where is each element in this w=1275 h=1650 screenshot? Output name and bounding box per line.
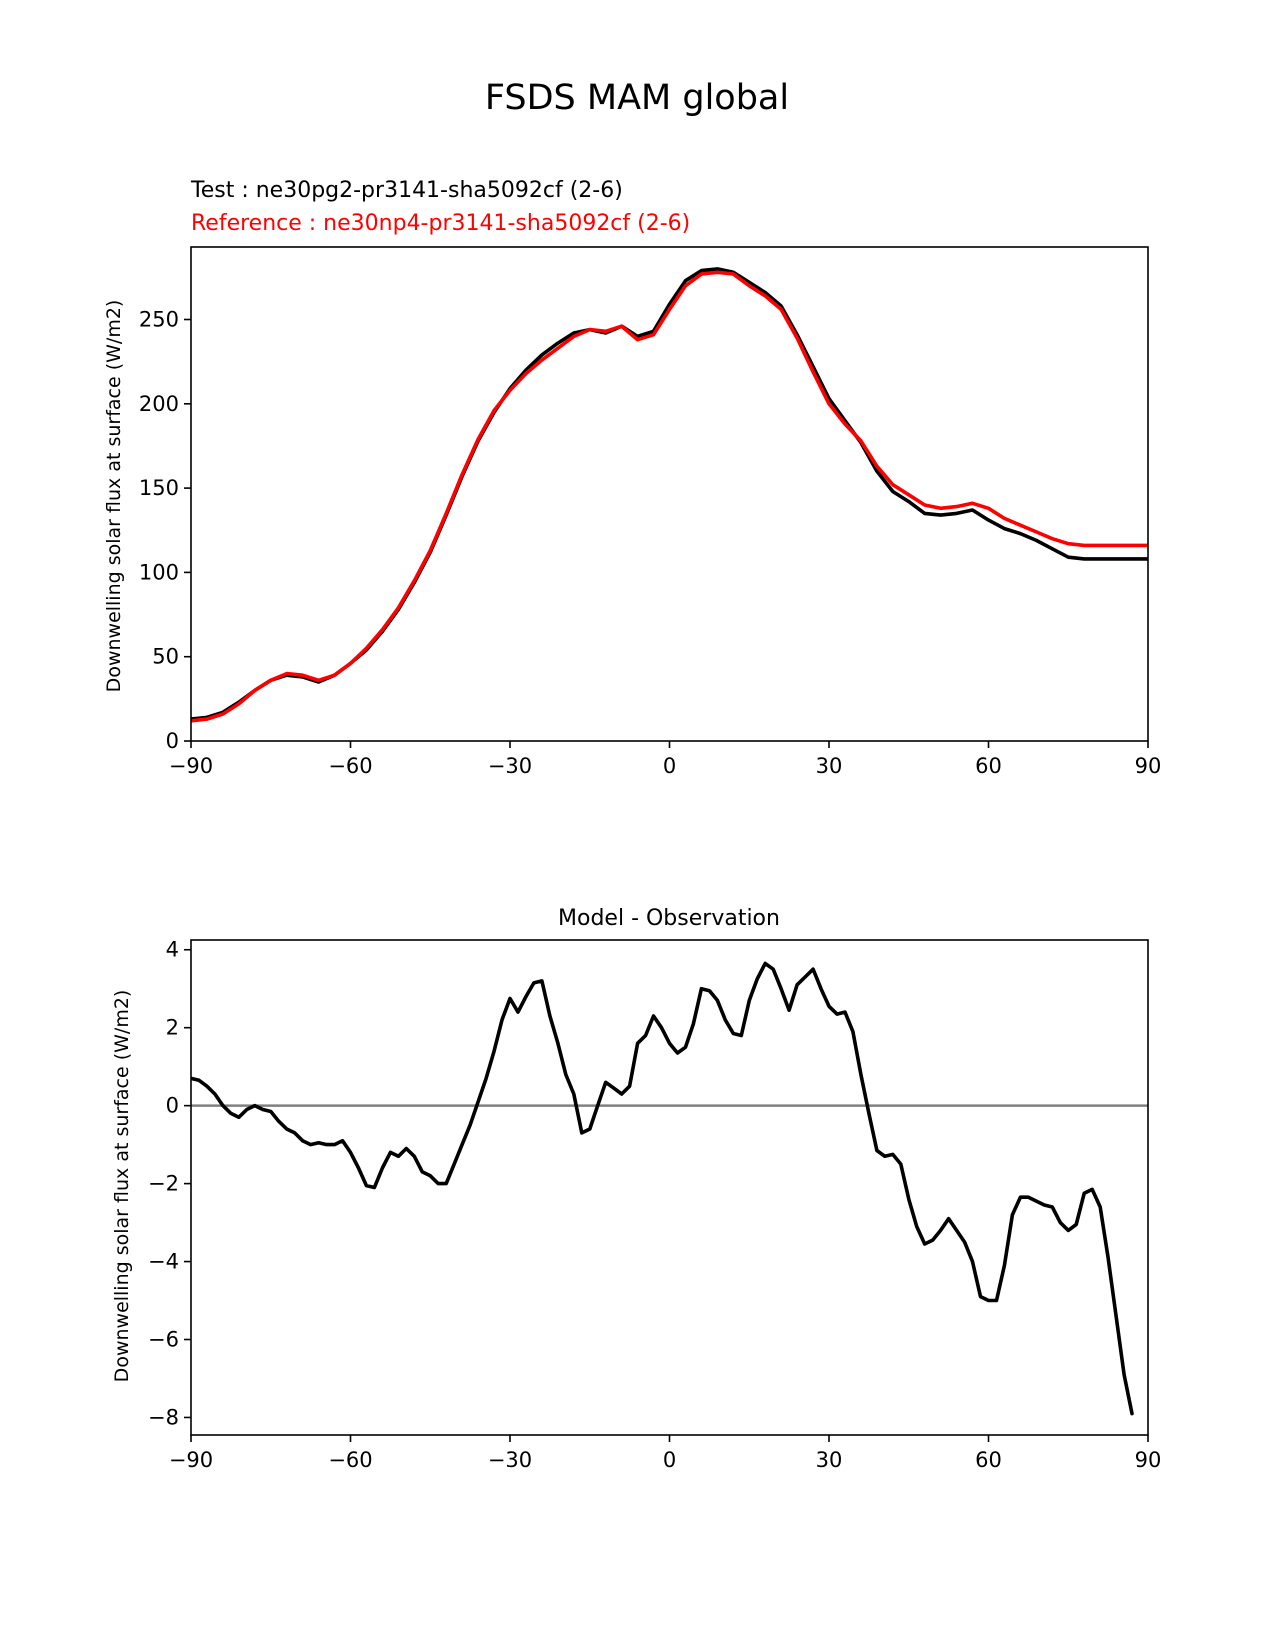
top-y-tick-label: 100 (139, 560, 179, 584)
top-series-group (191, 267, 1148, 723)
bottom-panel: Model - Observation −90 −60 −30 0 30 60 90−8−6… (111, 906, 1161, 1472)
top-x-tick-label: 30 (816, 754, 843, 778)
test-label: Test : ne30pg2-pr3141-sha5092cf (2-6) (190, 178, 623, 203)
bottom-axes: −90 −60 −30 0 30 60 90 −8 −6 −4 −2 0 2 4 (148, 938, 1161, 1472)
bottom-series-group (191, 961, 1134, 1416)
top-x-tick-label: 90 (1135, 754, 1162, 778)
bottom-x-tick-label: −30 (488, 1448, 532, 1472)
bottom-x-tick-label: −60 (328, 1448, 372, 1472)
top-x-tick-label: 60 (975, 754, 1002, 778)
bottom-x-tick-label: 30 (816, 1448, 843, 1472)
bottom-y-tick-label: −2 (148, 1172, 179, 1196)
bottom-x-tick-label: −90 (169, 1448, 213, 1472)
top-panel: Test : ne30pg2-pr3141-sha5092cf (2-6) Re… (103, 178, 1161, 778)
top-x-tick-label: −90 (169, 754, 213, 778)
top-y-axis-label: Downwelling solar flux at surface (W/m2) (103, 300, 125, 693)
bottom-y-tick-label: −6 (148, 1328, 179, 1352)
top-x-tick-label: −60 (328, 754, 372, 778)
bottom-y-axis-label: Downwelling solar flux at surface (W/m2) (111, 990, 133, 1383)
reference-label: Reference : ne30np4-pr3141-sha5092cf (2-… (191, 211, 690, 236)
bottom-x-tick-label: 0 (663, 1448, 676, 1472)
bottom-panel-title: Model - Observation (558, 906, 780, 931)
figure-title: FSDS MAM global (485, 78, 789, 118)
top-x-tick-label: 0 (663, 754, 676, 778)
top-y-tick-label: 0 (166, 729, 179, 753)
top-y-tick-label: 200 (139, 392, 179, 416)
bottom-y-tick-label: −8 (148, 1405, 179, 1429)
bottom-y-tick-label: 0 (166, 1094, 179, 1118)
bottom-y-tick-label: 4 (166, 938, 179, 962)
bottom-x-tick-label: 60 (975, 1448, 1002, 1472)
top-x-tick-label: −30 (488, 754, 532, 778)
top-series-line-reference (191, 270, 1148, 723)
bottom-x-tick-label: 90 (1135, 1448, 1162, 1472)
bottom-series-line-difference (191, 961, 1134, 1416)
top-y-tick-label: 250 (139, 307, 179, 331)
bottom-y-tick-label: 2 (166, 1016, 179, 1040)
bottom-y-tick-label: −4 (148, 1250, 179, 1274)
top-y-tick-label: 150 (139, 476, 179, 500)
top-axes: −90 −60 −30 0 30 60 90 0 50 100 150 200 250 (139, 246, 1162, 778)
top-y-tick-label: 50 (152, 645, 179, 669)
